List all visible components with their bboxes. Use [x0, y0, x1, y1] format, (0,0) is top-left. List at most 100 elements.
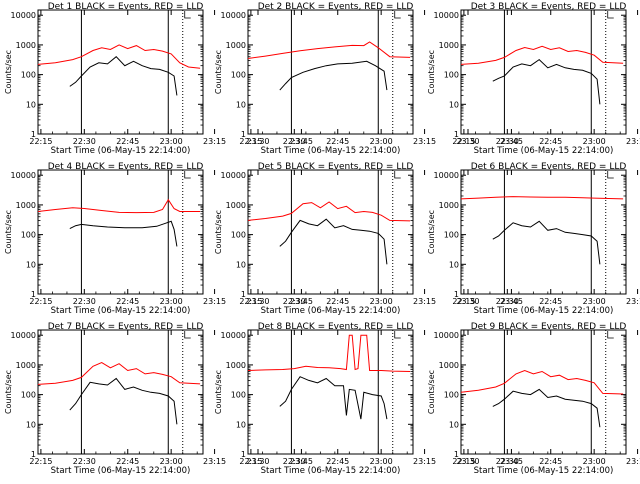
bracket-mark [607, 331, 614, 339]
x-tick-label: 22:45 [539, 137, 562, 146]
x-tick-label: 22:45 [326, 297, 349, 306]
chart-title: Det 5 BLACK = Events, RED = LLD [258, 162, 414, 172]
bracket-mark [184, 11, 191, 19]
x-axis-label: Start Time (06-May-15 22:14:00) [261, 466, 401, 476]
chart-panel-9: Det 9 BLACK = Events, RED = LLD 1 10 100 100… [427, 322, 640, 476]
y-tick-label: 10 [236, 260, 246, 269]
y-tick-label: 10000 [221, 171, 246, 180]
x-tick-label: 23:30 [456, 297, 479, 306]
chart-panel-1: Det 1 BLACK = Events, RED = LLD 1 10 100 100… [4, 2, 313, 156]
x-axis-label: Start Time (06-May-15 22:14:00) [51, 466, 191, 476]
y-tick-label: 10000 [434, 331, 459, 340]
y-axis-label: Counts/sec [4, 370, 13, 414]
y-tick-label: 10000 [434, 11, 459, 20]
x-tick-label: 23:15 [203, 457, 226, 466]
plot-frame [460, 9, 627, 135]
x-tick-label: 22:30 [496, 137, 519, 146]
plot-frame [247, 169, 414, 295]
x-tick-label: 22:45 [116, 457, 139, 466]
x-tick-label: 23:00 [160, 297, 183, 306]
y-tick-label: 1000 [226, 201, 246, 210]
y-tick-label: 10000 [11, 11, 36, 20]
x-tick-label: 23:30 [246, 137, 269, 146]
x-tick-label: 22:15 [239, 457, 262, 466]
plot-frame [37, 329, 204, 455]
y-axis-label: Counts/sec [214, 370, 223, 414]
plot-frame [460, 169, 627, 295]
series-events-line [69, 220, 178, 247]
x-tick-label: 23:45 [290, 297, 313, 306]
x-tick-label: 23:00 [160, 457, 183, 466]
chart-title: Det 3 BLACK = Events, RED = LLD [471, 2, 627, 12]
y-tick-label: 100 [21, 231, 36, 240]
plot-frame [247, 9, 414, 135]
series-events-line [279, 218, 388, 265]
x-tick-label: 22:30 [496, 457, 519, 466]
x-tick-label: 23:00 [583, 297, 606, 306]
chart-title: Det 9 BLACK = Events, RED = LLD [471, 322, 627, 332]
y-tick-label: 10 [26, 420, 36, 429]
plot-frame [247, 329, 414, 455]
x-tick-label: 22:45 [326, 137, 349, 146]
y-tick-label: 100 [444, 71, 459, 80]
chart-title: Det 4 BLACK = Events, RED = LLD [48, 162, 204, 172]
series-events-line [69, 377, 178, 425]
bracket-mark [184, 171, 191, 179]
series-events-line [69, 56, 178, 96]
y-tick-label: 100 [444, 391, 459, 400]
series-events-line [279, 376, 388, 420]
y-axis-label: Counts/sec [427, 50, 436, 94]
x-tick-label: 22:30 [73, 297, 96, 306]
y-tick-label: 1 [454, 130, 459, 139]
bracket-mark [394, 331, 401, 339]
series-lld-line [37, 198, 201, 214]
y-tick-label: 10000 [221, 331, 246, 340]
y-tick-label: 100 [231, 71, 246, 80]
x-tick-label: 22:15 [452, 457, 475, 466]
x-tick-label: 22:15 [239, 297, 262, 306]
chart-title: Det 6 BLACK = Events, RED = LLD [471, 162, 627, 172]
x-tick-label: 22:45 [539, 297, 562, 306]
y-tick-label: 10 [236, 420, 246, 429]
series-lld-line [37, 44, 201, 69]
x-tick-label: 23:00 [160, 137, 183, 146]
x-tick-label: 23:30 [456, 137, 479, 146]
bracket-mark [394, 11, 401, 19]
chart-title: Det 8 BLACK = Events, RED = LLD [258, 322, 414, 332]
series-events-line [492, 388, 601, 428]
x-tick-label: 23:45 [290, 457, 313, 466]
y-tick-label: 1000 [439, 41, 459, 50]
x-tick-label: 23:00 [583, 457, 606, 466]
chart-panel-5: Det 5 BLACK = Events, RED = LLD 1 10 100 100… [214, 162, 523, 316]
y-tick-label: 1 [241, 290, 246, 299]
y-tick-label: 1 [31, 450, 36, 459]
x-tick-label: 23:00 [370, 297, 393, 306]
y-tick-label: 10000 [11, 171, 36, 180]
y-axis-label: Counts/sec [214, 210, 223, 254]
x-axis-label: Start Time (06-May-15 22:14:00) [474, 466, 614, 476]
x-tick-label: 22:30 [283, 457, 306, 466]
x-tick-label: 23:15 [626, 457, 640, 466]
x-tick-label: 23:45 [290, 137, 313, 146]
series-lld-line [247, 201, 411, 222]
bracket-mark [607, 11, 614, 19]
x-tick-label: 23:15 [626, 137, 640, 146]
x-tick-label: 22:30 [73, 137, 96, 146]
series-lld-line [247, 41, 411, 59]
y-tick-label: 1000 [439, 201, 459, 210]
series-lld-line [460, 45, 624, 65]
x-tick-label: 23:30 [246, 297, 269, 306]
chart-panel-3: Det 3 BLACK = Events, RED = LLD 1 10 100 100… [427, 2, 640, 156]
y-tick-label: 1 [454, 450, 459, 459]
x-tick-label: 23:15 [413, 457, 436, 466]
x-tick-label: 23:45 [500, 457, 523, 466]
y-tick-label: 10 [449, 100, 459, 109]
chart-panel-4: Det 4 BLACK = Events, RED = LLD 1 10 100 100… [4, 162, 313, 316]
y-tick-label: 1 [31, 290, 36, 299]
y-tick-label: 1 [454, 290, 459, 299]
x-tick-label: 22:15 [452, 297, 475, 306]
y-tick-label: 1000 [439, 361, 459, 370]
x-tick-label: 23:15 [626, 297, 640, 306]
y-axis-label: Counts/sec [427, 370, 436, 414]
y-tick-label: 100 [21, 71, 36, 80]
